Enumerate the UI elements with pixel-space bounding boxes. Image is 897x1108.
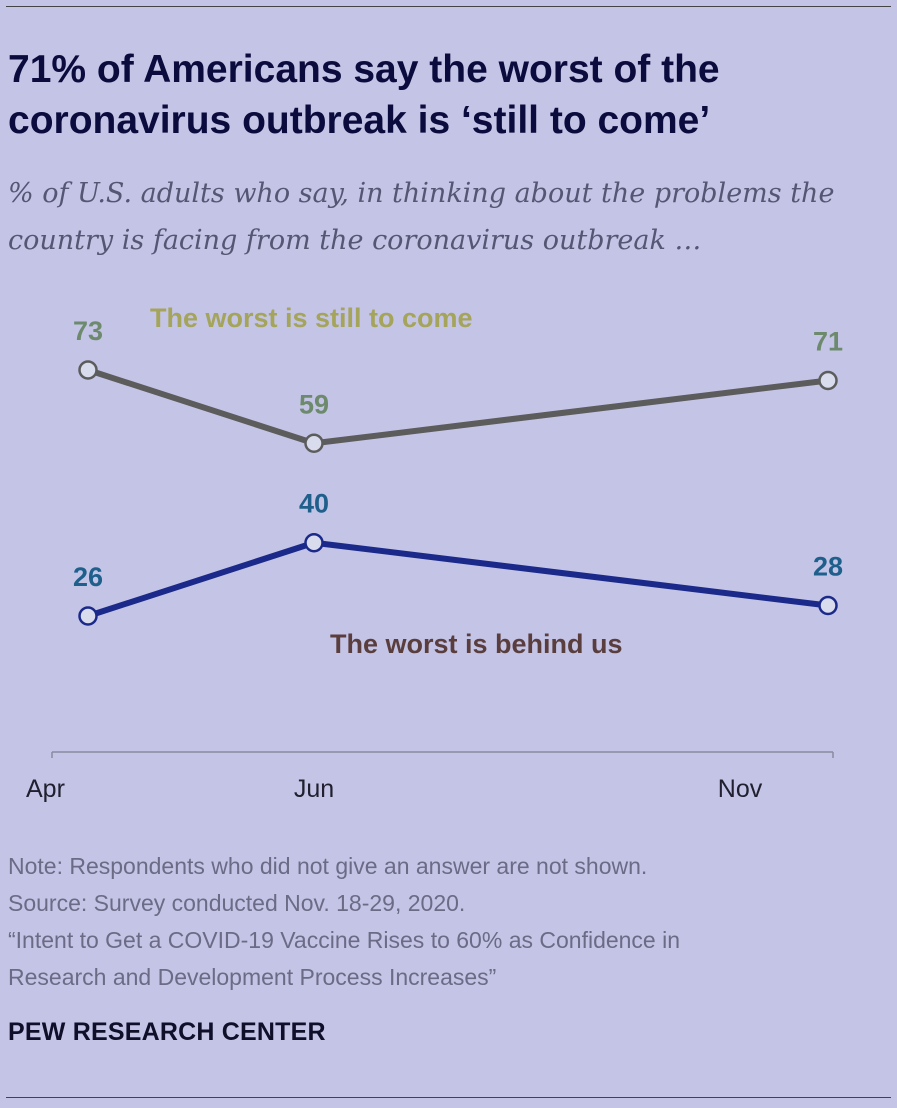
series-label-still-to-come: The worst is still to come — [150, 303, 473, 333]
data-label: 71 — [813, 326, 843, 356]
line-chart: 73 59 71 26 40 28 The worst is still to come Th… — [26, 303, 843, 803]
data-label: 59 — [299, 389, 329, 419]
data-label: 28 — [813, 552, 843, 582]
data-point — [304, 433, 324, 454]
x-tick-label: Jun — [294, 775, 334, 803]
footer-source: Source: Survey conducted Nov. 18-29, 202… — [8, 890, 466, 916]
data-point — [78, 606, 98, 626]
data-point — [78, 360, 98, 380]
data-point — [304, 532, 324, 553]
series-line — [85, 367, 831, 447]
footer-note: Note: Respondents who did not give an an… — [8, 853, 648, 879]
chart-subtitle: % of U.S. adults who say, in thinking ab… — [8, 178, 835, 256]
series-line — [85, 539, 831, 619]
data-point — [818, 370, 838, 391]
pew-brand: PEW RESEARCH CENTER — [8, 1018, 326, 1046]
series-label-behind-us: The worst is behind us — [330, 629, 623, 659]
bottom-rule — [6, 1097, 891, 1098]
x-tick-label: Apr — [26, 775, 65, 803]
chart-title: 71% of Americans say the worst of the co… — [8, 48, 720, 142]
top-rule — [6, 6, 891, 7]
footer-report-line-2: Research and Development Process Increas… — [8, 964, 497, 990]
x-tick-label: Nov — [718, 775, 763, 803]
chart-footer: Note: Respondents who did not give an an… — [8, 848, 888, 996]
data-point — [818, 595, 838, 616]
data-label: 73 — [73, 316, 103, 346]
footer-report-line-1: “Intent to Get a COVID-19 Vaccine Rises … — [8, 927, 681, 953]
data-label: 26 — [73, 562, 103, 592]
data-label: 40 — [299, 489, 329, 519]
